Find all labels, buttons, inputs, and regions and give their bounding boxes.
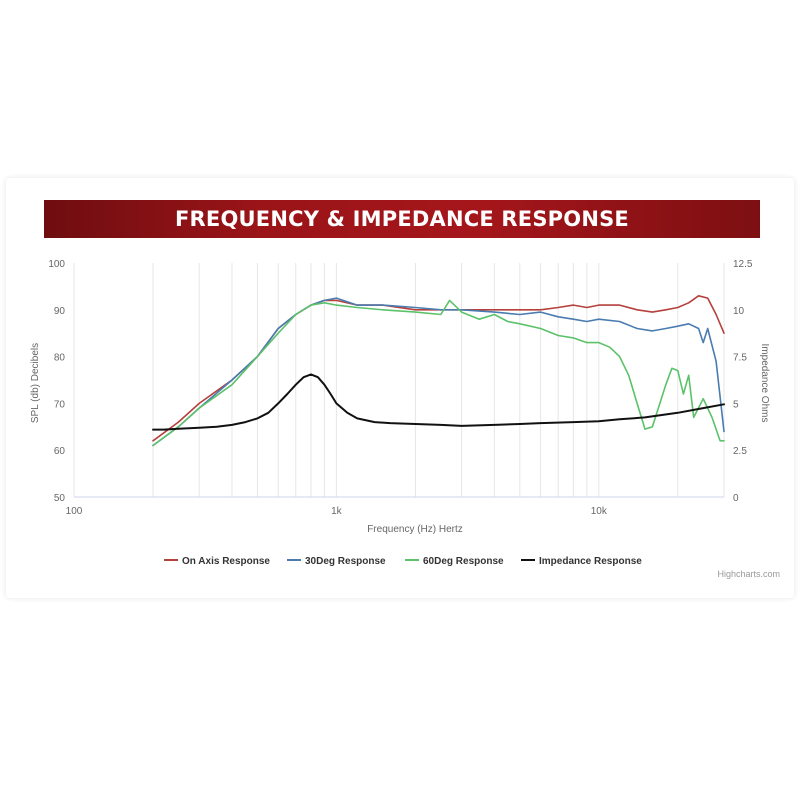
y-left-tick-label: 90 [54, 306, 66, 317]
legend-label: 30Deg Response [305, 556, 386, 567]
y-right-tick-label: 12.5 [733, 259, 753, 270]
series-layer [152, 294, 725, 447]
legend-label: On Axis Response [182, 556, 270, 567]
legend-item[interactable]: On Axis Response [164, 556, 270, 567]
y-right-tick-label: 2.5 [733, 446, 747, 457]
series-line-60deg-response [152, 299, 725, 447]
y-right-axis-title: Impedance Ohms [759, 344, 770, 423]
x-tick-label: 1k [331, 506, 343, 517]
axes: 100 1k 10k 50 60 70 80 90 100 0 2.5 5 7.5 10 12.5 Frequ… [30, 259, 770, 535]
y-left-axis-title: SPL (db) Decibels [30, 343, 41, 423]
y-right-tick-label: 5 [733, 399, 739, 410]
y-left-tick-label: 70 [54, 399, 66, 410]
chart-card [6, 178, 794, 598]
y-right-tick-label: 10 [733, 306, 745, 317]
legend-label: Impedance Response [539, 556, 642, 567]
y-left-tick-label: 50 [54, 493, 66, 504]
frequency-impedance-chart: 100 1k 10k 50 60 70 80 90 100 0 2.5 5 7.5 10 12.5 Frequ… [30, 259, 770, 567]
x-tick-label: 10k [591, 506, 608, 517]
x-axis-title: Frequency (Hz) Hertz [367, 524, 463, 535]
y-left-tick-label: 80 [54, 353, 66, 364]
title-banner: FREQUENCY & IMPEDANCE RESPONSE [44, 200, 760, 238]
y-right-tick-label: 7.5 [733, 353, 747, 364]
series-line-impedance-response [152, 373, 725, 431]
series-line-on-axis-response [152, 294, 725, 442]
legend-item[interactable]: Impedance Response [521, 556, 642, 567]
y-left-tick-label: 60 [54, 446, 66, 457]
legend[interactable]: On Axis Response 30Deg Response 60Deg Resp… [164, 556, 642, 567]
x-tick-label: 100 [66, 506, 83, 517]
y-right-tick-label: 0 [733, 493, 739, 504]
legend-label: 60Deg Response [423, 556, 504, 567]
series-line-30deg-response [152, 297, 725, 447]
chart-title: FREQUENCY & IMPEDANCE RESPONSE [175, 207, 629, 231]
y-left-tick-label: 100 [48, 259, 65, 270]
legend-item[interactable]: 30Deg Response [287, 556, 386, 567]
highcharts-credit[interactable]: Highcharts.com [717, 569, 780, 579]
vertical-gridlines [73, 263, 725, 497]
legend-item[interactable]: 60Deg Response [405, 556, 504, 567]
